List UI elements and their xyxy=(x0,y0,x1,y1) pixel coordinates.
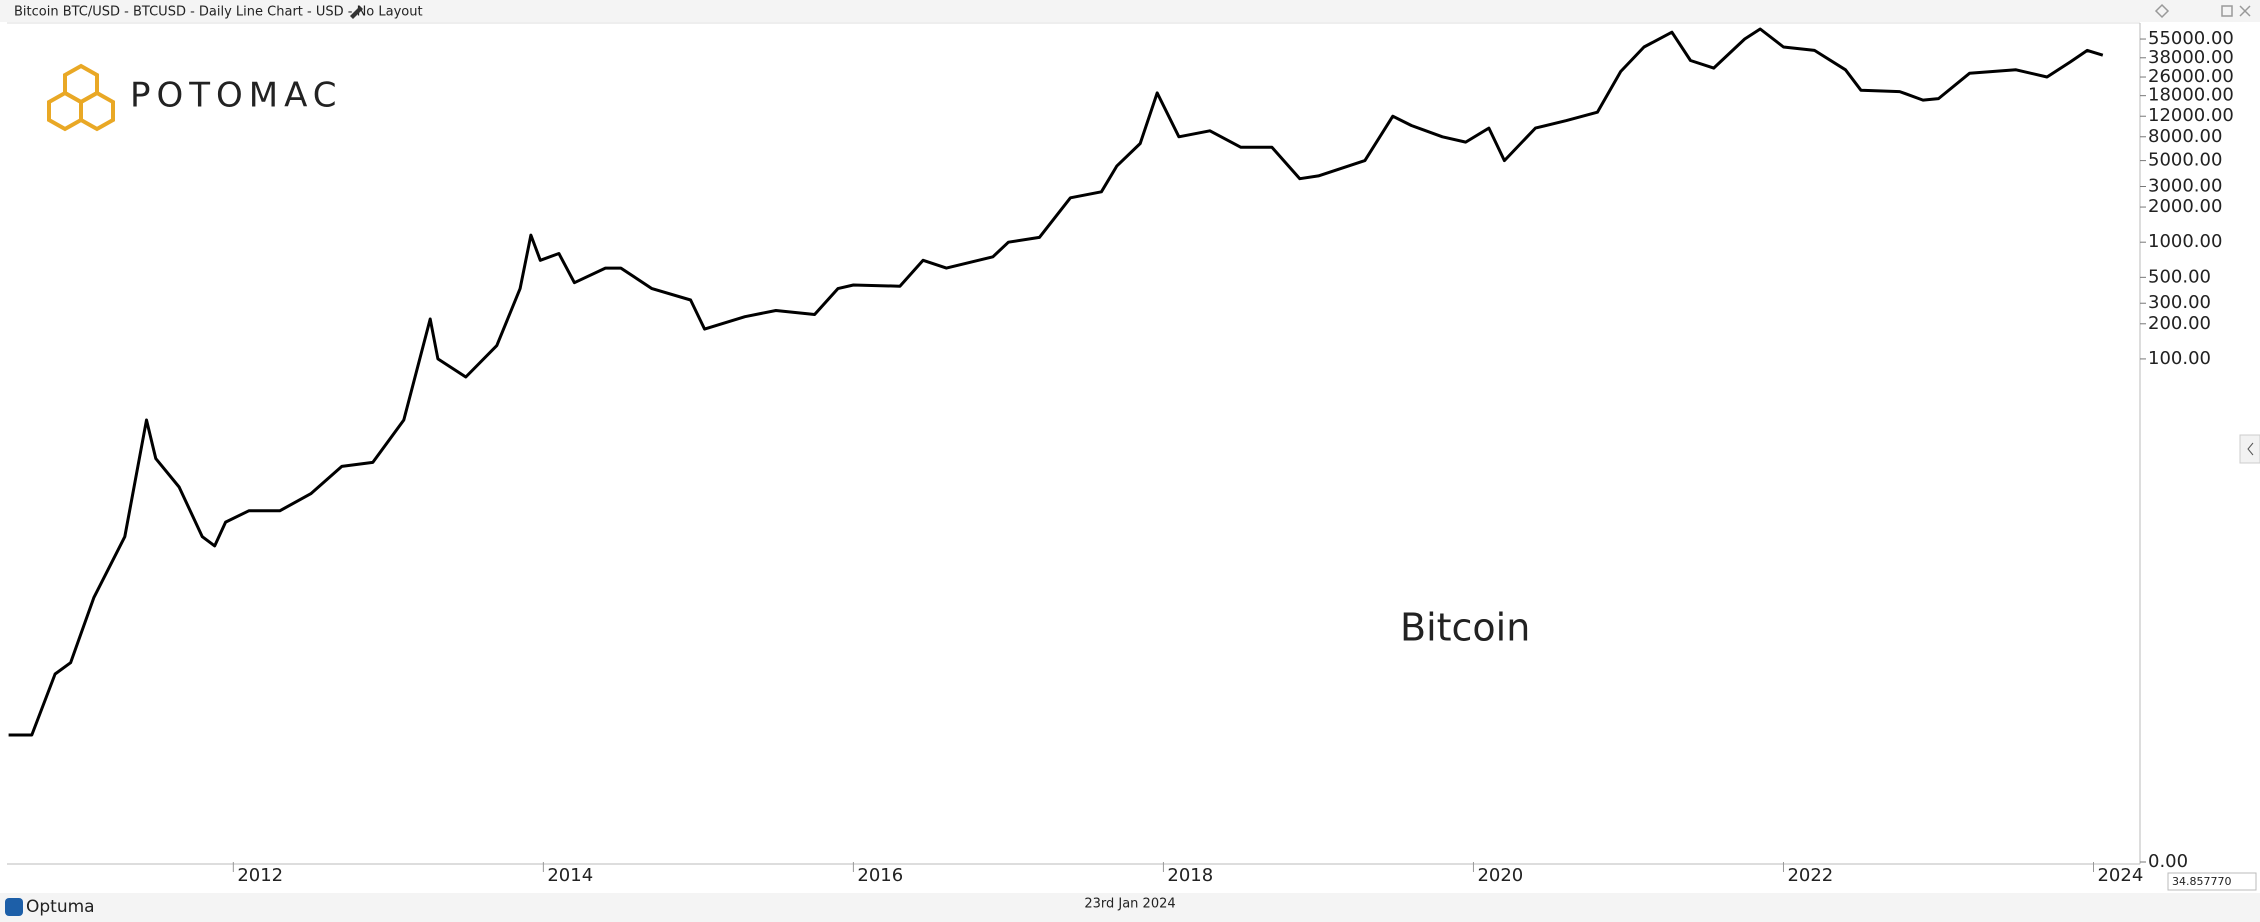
x-tick-label: 2014 xyxy=(547,865,593,886)
y-tick-label: 300.00 xyxy=(2148,292,2211,313)
y-tick-label: 5000.00 xyxy=(2148,150,2222,171)
y-tick-label: 55000.00 xyxy=(2148,28,2234,49)
x-tick-label: 2024 xyxy=(2097,865,2143,886)
y-tick-label: 1000.00 xyxy=(2148,231,2222,252)
edit-icon[interactable] xyxy=(350,6,363,19)
y-tick-label: 18000.00 xyxy=(2148,85,2234,106)
y-tick-label: 3000.00 xyxy=(2148,175,2222,196)
y-tick-label: 0.00 xyxy=(2148,851,2188,872)
x-tick-label: 2016 xyxy=(857,865,903,886)
x-tick-label: 2020 xyxy=(1477,865,1523,886)
brand-name: POTOMAC xyxy=(130,76,343,116)
optuma-icon xyxy=(5,898,23,916)
cursor-box xyxy=(2167,872,2257,891)
y-tick-label: 8000.00 xyxy=(2148,126,2222,147)
x-tick-label: 2022 xyxy=(1787,865,1833,886)
brand-logo xyxy=(47,63,115,132)
y-tick-label: 500.00 xyxy=(2148,266,2211,287)
window-controls[interactable] xyxy=(2154,3,2251,19)
price-line xyxy=(8,27,2104,737)
y-tick-label: 2000.00 xyxy=(2148,196,2222,217)
y-tick-label: 200.00 xyxy=(2148,313,2211,334)
x-tick-label: 2012 xyxy=(237,865,283,886)
y-tick-label: 38000.00 xyxy=(2148,47,2234,68)
cursor-value: 34.857770 xyxy=(2172,875,2232,888)
toggle-arrow xyxy=(2247,442,2254,456)
annotation: Bitcoin xyxy=(1400,606,1530,650)
footer-brand: Optuma xyxy=(26,897,95,917)
title-bar xyxy=(0,0,2260,22)
y-tick-label: 26000.00 xyxy=(2148,66,2234,87)
side-panel-toggle[interactable] xyxy=(2239,434,2260,464)
status-bar xyxy=(0,893,2260,922)
y-tick-label: 12000.00 xyxy=(2148,105,2234,126)
x-tick-label: 2018 xyxy=(1167,865,1213,886)
y-tick-label: 100.00 xyxy=(2148,348,2211,369)
window-title: Bitcoin BTC/USD - BTCUSD - Daily Line Ch… xyxy=(14,5,423,20)
footer-date: 23rd Jan 2024 xyxy=(1084,897,1175,912)
